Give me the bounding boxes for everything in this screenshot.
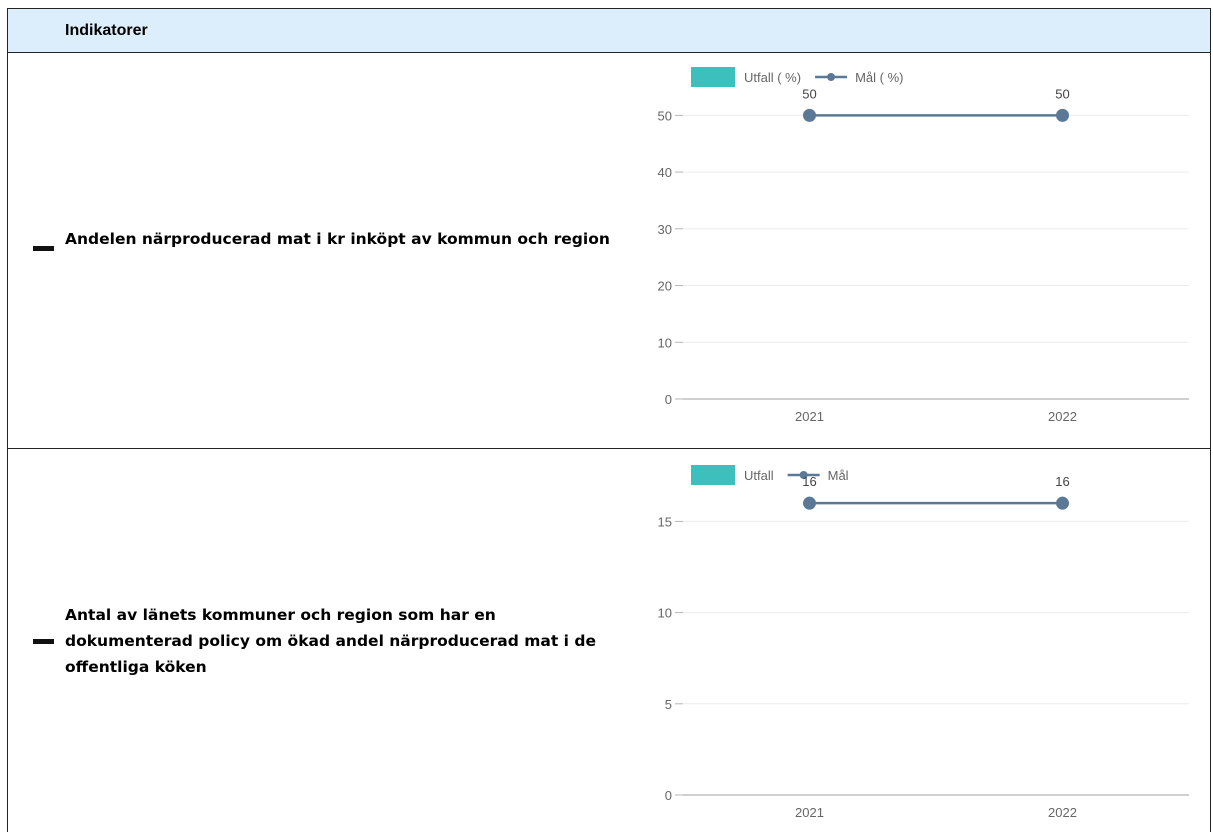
y-tick-label: 15	[658, 514, 672, 529]
mal-point	[803, 108, 816, 122]
y-tick-label: 30	[658, 222, 672, 237]
indicator-chart: Utfall ( %) Mål ( %) 0 10 20 30 40 50 2021 2022 50…	[658, 67, 1189, 424]
indicator-row: Antal av länets kommuner och region som …	[8, 449, 1210, 833]
x-tick-label: 2021	[795, 805, 824, 820]
y-tick-label: 40	[658, 165, 672, 180]
mal-data-label: 50	[802, 86, 816, 101]
y-tick-label: 20	[658, 279, 672, 294]
mal-point	[803, 496, 816, 510]
mal-data-label: 16	[1055, 474, 1069, 489]
y-tick-label: 10	[658, 335, 672, 350]
legend-mal-marker	[799, 471, 808, 479]
indicator-chart: Utfall Mål 0 5 10 15 2021 2022 16 16	[658, 465, 1189, 820]
table-header: Indikatorer	[8, 9, 1210, 53]
collapse-toggle-icon[interactable]	[33, 246, 54, 251]
indicator-name: Andelen närproducerad mat i kr inköpt av…	[65, 230, 610, 248]
y-tick-label: 0	[665, 392, 672, 407]
header-title: Indikatorer	[65, 22, 148, 39]
mal-point	[1056, 496, 1069, 510]
mal-data-label: 16	[802, 474, 816, 489]
indicator-table: Indikatorer Andelen närproducerad mat i …	[7, 8, 1211, 832]
indicator-row: Andelen närproducerad mat i kr inköpt av…	[8, 53, 1210, 449]
x-tick-label: 2022	[1048, 409, 1077, 424]
legend-mal-label: Mål	[828, 468, 849, 483]
legend-mal-marker	[827, 73, 836, 81]
y-tick-label: 50	[658, 108, 672, 123]
x-tick-label: 2021	[795, 409, 824, 424]
legend-utfall-swatch	[691, 465, 735, 485]
y-tick-label: 0	[665, 788, 672, 803]
x-tick-label: 2022	[1048, 805, 1077, 820]
y-tick-label: 10	[658, 606, 672, 621]
legend-utfall-label: Utfall ( %)	[744, 70, 801, 85]
y-tick-label: 5	[665, 697, 672, 712]
collapse-toggle-icon[interactable]	[33, 639, 54, 644]
legend-mal-label: Mål ( %)	[855, 70, 903, 85]
indicator-name: Antal av länets kommuner och region som …	[65, 606, 596, 676]
mal-data-label: 50	[1055, 86, 1069, 101]
legend-utfall-label: Utfall	[744, 468, 774, 483]
mal-point	[1056, 108, 1069, 122]
legend-utfall-swatch	[691, 67, 735, 87]
